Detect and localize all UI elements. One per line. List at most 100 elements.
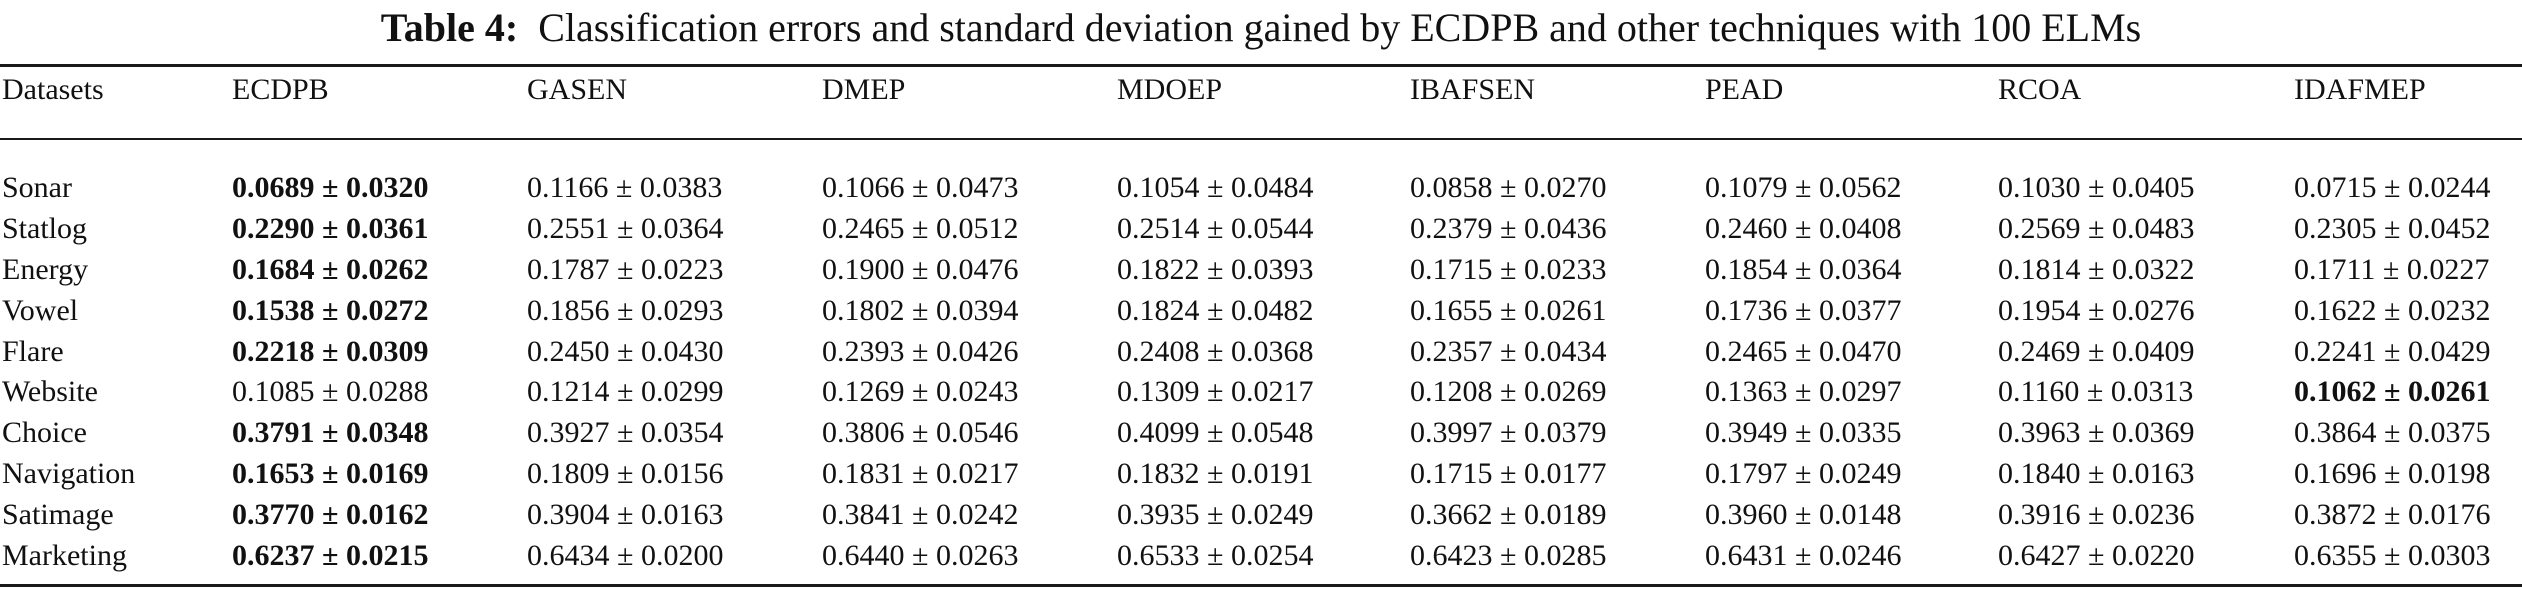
dataset-name-cell: Flare — [2, 334, 64, 368]
table-caption-text: Classification errors and standard devia… — [538, 5, 2142, 50]
best-value-cell: 0.2290 ± 0.0361 — [232, 212, 429, 246]
value-cell: 0.1655 ± 0.0261 — [1410, 293, 1607, 327]
value-cell: 0.2514 ± 0.0544 — [1117, 212, 1314, 246]
value-cell: 0.1954 ± 0.0276 — [1998, 293, 2195, 327]
value-cell: 0.3864 ± 0.0375 — [2294, 416, 2491, 450]
table-row: Marketing 0.6237 ± 0.0215 0.6434 ± 0.0200 0… — [0, 535, 2522, 576]
column-header: Datasets — [2, 73, 104, 106]
table-bottom-rule — [0, 584, 2522, 587]
value-cell: 0.1309 ± 0.0217 — [1117, 375, 1314, 409]
value-cell: 0.2450 ± 0.0430 — [527, 334, 724, 368]
value-cell: 0.3806 ± 0.0546 — [822, 416, 1019, 450]
column-header: ECDPB — [232, 73, 329, 106]
column-header-row: Datasets ECDPB GASEN DMEP MDOEP IBAFSEN PEAD RC… — [0, 67, 2522, 138]
value-cell: 0.3963 ± 0.0369 — [1998, 416, 2195, 450]
value-cell: 0.6431 ± 0.0246 — [1705, 538, 1902, 572]
table-row: Vowel 0.1538 ± 0.0272 0.1856 ± 0.0293 0.180… — [0, 290, 2522, 331]
value-cell: 0.1622 ± 0.0232 — [2294, 293, 2491, 327]
value-cell: 0.2379 ± 0.0436 — [1410, 212, 1607, 246]
dataset-name-cell: Website — [2, 375, 98, 409]
column-header: GASEN — [527, 73, 628, 106]
table-row: Satimage 0.3770 ± 0.0162 0.3904 ± 0.0163 0.… — [0, 494, 2522, 535]
value-cell: 0.1085 ± 0.0288 — [232, 375, 429, 409]
value-cell: 0.3997 ± 0.0379 — [1410, 416, 1607, 450]
table-row: Statlog 0.2290 ± 0.0361 0.2551 ± 0.0364 0.2… — [0, 209, 2522, 250]
value-cell: 0.6427 ± 0.0220 — [1998, 538, 2195, 572]
dataset-name-cell: Choice — [2, 416, 87, 450]
value-cell: 0.1787 ± 0.0223 — [527, 252, 724, 286]
table-row: Choice 0.3791 ± 0.0348 0.3927 ± 0.0354 0.38… — [0, 413, 2522, 454]
best-value-cell: 0.1684 ± 0.0262 — [232, 252, 429, 286]
value-cell: 0.3662 ± 0.0189 — [1410, 497, 1607, 531]
value-cell: 0.1715 ± 0.0177 — [1410, 456, 1607, 490]
value-cell: 0.2241 ± 0.0429 — [2294, 334, 2491, 368]
column-header: IBAFSEN — [1410, 73, 1536, 106]
best-value-cell: 0.0689 ± 0.0320 — [232, 171, 429, 205]
value-cell: 0.6355 ± 0.0303 — [2294, 538, 2491, 572]
value-cell: 0.3916 ± 0.0236 — [1998, 497, 2195, 531]
value-cell: 0.3904 ± 0.0163 — [527, 497, 724, 531]
value-cell: 0.0858 ± 0.0270 — [1410, 171, 1607, 205]
value-cell: 0.6423 ± 0.0285 — [1410, 538, 1607, 572]
value-cell: 0.1079 ± 0.0562 — [1705, 171, 1902, 205]
value-cell: 0.2469 ± 0.0409 — [1998, 334, 2195, 368]
value-cell: 0.6533 ± 0.0254 — [1117, 538, 1314, 572]
value-cell: 0.1208 ± 0.0269 — [1410, 375, 1607, 409]
value-cell: 0.2460 ± 0.0408 — [1705, 212, 1902, 246]
value-cell: 0.1711 ± 0.0227 — [2294, 252, 2490, 286]
value-cell: 0.2393 ± 0.0426 — [822, 334, 1019, 368]
value-cell: 0.1831 ± 0.0217 — [822, 456, 1019, 490]
value-cell: 0.2465 ± 0.0512 — [822, 212, 1019, 246]
best-value-cell: 0.1062 ± 0.0261 — [2294, 375, 2491, 409]
value-cell: 0.1802 ± 0.0394 — [822, 293, 1019, 327]
value-cell: 0.1809 ± 0.0156 — [527, 456, 724, 490]
value-cell: 0.1854 ± 0.0364 — [1705, 252, 1902, 286]
value-cell: 0.3927 ± 0.0354 — [527, 416, 724, 450]
value-cell: 0.0715 ± 0.0244 — [2294, 171, 2491, 205]
value-cell: 0.1736 ± 0.0377 — [1705, 293, 1902, 327]
value-cell: 0.1054 ± 0.0484 — [1117, 171, 1314, 205]
value-cell: 0.2569 ± 0.0483 — [1998, 212, 2195, 246]
value-cell: 0.3872 ± 0.0176 — [2294, 497, 2491, 531]
dataset-name-cell: Statlog — [2, 212, 88, 246]
best-value-cell: 0.3791 ± 0.0348 — [232, 416, 429, 450]
dataset-name-cell: Sonar — [2, 171, 72, 205]
dataset-name-cell: Navigation — [2, 456, 136, 490]
best-value-cell: 0.2218 ± 0.0309 — [232, 334, 429, 368]
column-header: PEAD — [1705, 73, 1784, 106]
dataset-name-cell: Vowel — [2, 293, 79, 327]
table-body: Sonar 0.0689 ± 0.0320 0.1166 ± 0.0383 0.106… — [0, 168, 2522, 576]
value-cell: 0.1696 ± 0.0198 — [2294, 456, 2491, 490]
value-cell: 0.1900 ± 0.0476 — [822, 252, 1019, 286]
value-cell: 0.1832 ± 0.0191 — [1117, 456, 1314, 490]
table-row: Sonar 0.0689 ± 0.0320 0.1166 ± 0.0383 0.106… — [0, 168, 2522, 209]
table-top-rule — [0, 64, 2522, 67]
best-value-cell: 0.1538 ± 0.0272 — [232, 293, 429, 327]
value-cell: 0.3949 ± 0.0335 — [1705, 416, 1902, 450]
value-cell: 0.4099 ± 0.0548 — [1117, 416, 1314, 450]
table-caption: Table 4: Classification errors and stand… — [0, 0, 2522, 56]
table-header-rule — [0, 138, 2522, 140]
value-cell: 0.6440 ± 0.0263 — [822, 538, 1019, 572]
value-cell: 0.1066 ± 0.0473 — [822, 171, 1019, 205]
column-header: IDAFMEP — [2294, 73, 2426, 106]
value-cell: 0.2357 ± 0.0434 — [1410, 334, 1607, 368]
table-row: Navigation 0.1653 ± 0.0169 0.1809 ± 0.0156… — [0, 454, 2522, 495]
value-cell: 0.1814 ± 0.0322 — [1998, 252, 2195, 286]
value-cell: 0.2465 ± 0.0470 — [1705, 334, 1902, 368]
best-value-cell: 0.6237 ± 0.0215 — [232, 538, 429, 572]
value-cell: 0.1822 ± 0.0393 — [1117, 252, 1314, 286]
table-caption-label: Table 4: — [380, 5, 519, 50]
value-cell: 0.1030 ± 0.0405 — [1998, 171, 2195, 205]
value-cell: 0.2408 ± 0.0368 — [1117, 334, 1314, 368]
dataset-name-cell: Satimage — [2, 497, 114, 531]
dataset-name-cell: Energy — [2, 252, 89, 286]
data-table: Sonar 0.0689 ± 0.0320 0.1166 ± 0.0383 0.106… — [0, 168, 2522, 576]
column-header: MDOEP — [1117, 73, 1223, 106]
value-cell: 0.1715 ± 0.0233 — [1410, 252, 1607, 286]
value-cell: 0.1363 ± 0.0297 — [1705, 375, 1902, 409]
best-value-cell: 0.1653 ± 0.0169 — [232, 456, 429, 490]
value-cell: 0.1840 ± 0.0163 — [1998, 456, 2195, 490]
value-cell: 0.1856 ± 0.0293 — [527, 293, 724, 327]
dataset-name-cell: Marketing — [2, 538, 127, 572]
